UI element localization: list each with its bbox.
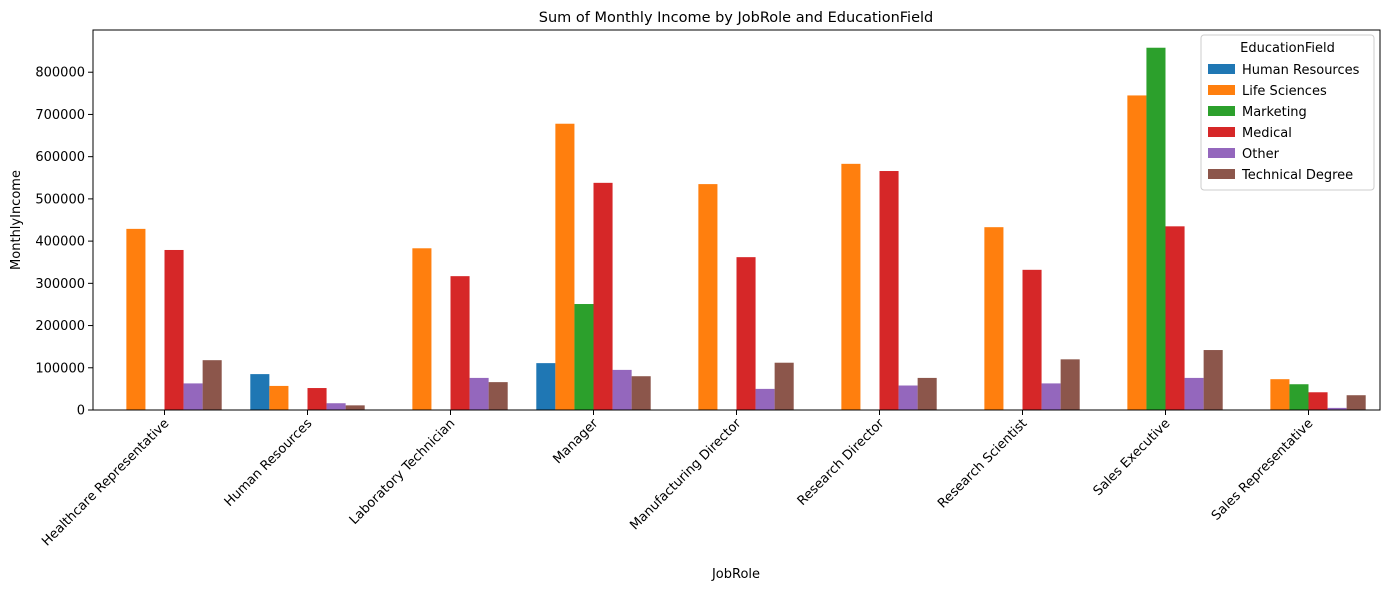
legend-label-2: Marketing (1242, 105, 1307, 120)
y-axis-label: MonthlyIncome (9, 170, 24, 270)
x-tick-label: Manager (550, 416, 601, 467)
bar-5-8 (1346, 395, 1366, 410)
legend-swatch-5 (1208, 169, 1235, 179)
bar-3-8 (1308, 392, 1328, 410)
plot-area: 0 100000 200000 300000 400000 500000 600000 700… (35, 29, 1381, 549)
bar-1-3 (555, 123, 575, 410)
legend-label-5: Technical Degree (1241, 168, 1353, 183)
x-tick-label: Laboratory Technician (347, 416, 459, 528)
chart-title: Sum of Monthly Income by JobRole and Edu… (539, 10, 934, 26)
y-tick-label: 700000 (35, 108, 85, 123)
x-axis-label: JobRole (711, 567, 760, 582)
x-tick-label: Healthcare Representative (39, 416, 172, 549)
x-tick-label: Human Resources (222, 416, 316, 510)
bar-4-4 (755, 388, 775, 410)
bar-4-3 (612, 369, 632, 410)
bar-4-1 (326, 403, 346, 410)
bar-3-2 (450, 276, 470, 410)
legend-swatch-3 (1208, 127, 1235, 137)
legend-swatch-4 (1208, 148, 1235, 158)
bar-5-0 (202, 360, 222, 410)
legend-label-0: Human Resources (1242, 63, 1360, 78)
legend-swatch-0 (1208, 64, 1235, 74)
legend: EducationField Human Resources Life Scienc… (1200, 34, 1375, 191)
bar-3-7 (1165, 226, 1185, 410)
legend-label-3: Medical (1242, 126, 1292, 141)
legend-label-4: Other (1242, 147, 1280, 162)
x-tick-label: Sales Executive (1091, 416, 1174, 499)
bar-1-4 (698, 184, 718, 410)
y-tick-label: 100000 (35, 361, 85, 376)
bar-3-3 (593, 182, 613, 410)
bar-4-2 (469, 377, 489, 410)
bar-0-3 (536, 363, 556, 410)
legend-title: EducationField (1240, 41, 1335, 56)
legend-swatch-2 (1208, 106, 1235, 116)
bar-3-1 (307, 388, 327, 410)
bar-1-0 (126, 228, 146, 410)
x-tick-label: Research Scientist (935, 416, 1030, 511)
y-tick-label: 500000 (35, 192, 85, 207)
bar-4-0 (183, 383, 203, 410)
bar-5-3 (631, 376, 651, 410)
bar-1-5 (841, 163, 861, 410)
y-tick-label: 800000 (35, 66, 85, 81)
bar-4-5 (898, 385, 918, 410)
x-tick-label: Research Director (795, 416, 888, 509)
bar-4-8 (1327, 407, 1347, 410)
bar-3-4 (736, 257, 756, 410)
bar-4-6 (1041, 383, 1061, 410)
bar-0-1 (250, 374, 270, 410)
y-tick-label: 300000 (35, 277, 85, 292)
bar-2-7 (1146, 47, 1166, 410)
bar-5-6 (1060, 359, 1080, 410)
bar-1-8 (1270, 379, 1290, 410)
bar-5-7 (1203, 350, 1223, 410)
y-tick-label: 200000 (35, 319, 85, 334)
bar-1-1 (269, 385, 289, 410)
x-tick-label: Sales Representative (1209, 416, 1316, 523)
bar-5-5 (917, 377, 937, 410)
bar-2-3 (574, 304, 594, 410)
legend-swatch-1 (1208, 85, 1235, 95)
bar-1-2 (412, 248, 432, 410)
bar-1-7 (1127, 95, 1147, 410)
legend-label-1: Life Sciences (1242, 84, 1327, 99)
bar-3-5 (879, 171, 899, 410)
y-tick-label: 400000 (35, 235, 85, 250)
bar-5-4 (774, 362, 794, 410)
legend-box (1200, 34, 1375, 191)
bar-3-6 (1022, 269, 1042, 410)
x-tick-label: Manufacturing Director (627, 416, 744, 533)
bar-5-1 (345, 405, 365, 410)
bar-4-7 (1184, 377, 1204, 410)
bar-3-0 (164, 249, 184, 410)
bar-1-6 (984, 227, 1004, 410)
y-tick-label: 600000 (35, 150, 85, 165)
bar-2-8 (1289, 384, 1309, 410)
y-tick-label: 0 (77, 404, 85, 419)
bar-5-2 (488, 382, 508, 410)
